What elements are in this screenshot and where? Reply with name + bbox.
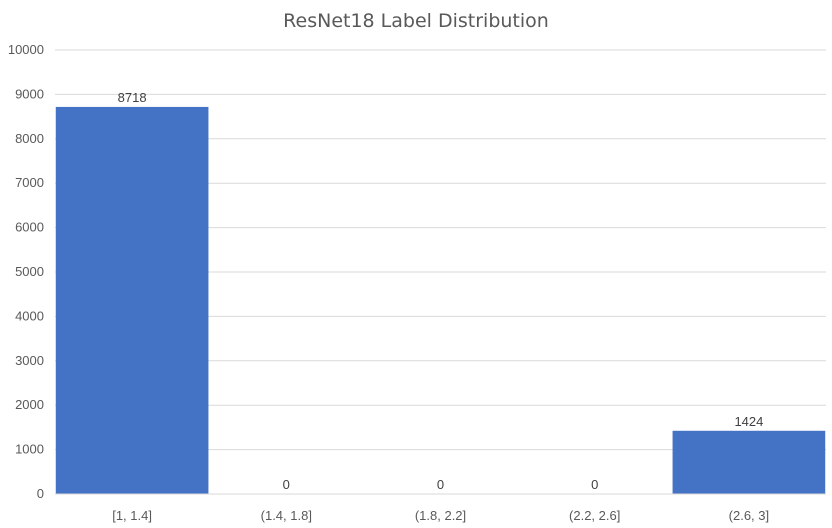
x-tick-label: [1, 1.4] (112, 508, 152, 523)
data-labels: 8718 0 0 0 1424 (118, 90, 764, 492)
bar (55, 106, 209, 494)
x-tick-label: (2.6, 3] (729, 508, 769, 523)
bar (672, 430, 826, 494)
y-tick-label: 6000 (15, 220, 44, 235)
x-axis-ticks: [1, 1.4] (1.4, 1.8] (1.8, 2.2] (2.2, 2.6] (2… (112, 508, 769, 523)
y-tick-label: 5000 (15, 264, 44, 279)
y-tick-label: 1000 (15, 442, 44, 457)
y-tick-label: 4000 (15, 308, 44, 323)
chart-title: ResNet18 Label Distribution (283, 10, 549, 32)
data-label: 0 (437, 477, 444, 492)
y-axis-ticks: 0 1000 2000 3000 4000 5000 6000 7000 8000 9000 100… (8, 42, 44, 501)
y-tick-label: 0 (37, 486, 44, 501)
y-tick-label: 7000 (15, 175, 44, 190)
data-label: 0 (591, 477, 598, 492)
data-label: 1424 (734, 414, 763, 429)
x-tick-label: (1.8, 2.2] (415, 508, 466, 523)
data-label: 0 (283, 477, 290, 492)
y-tick-label: 2000 (15, 397, 44, 412)
bars (55, 106, 826, 494)
y-tick-label: 8000 (15, 131, 44, 146)
y-tick-label: 3000 (15, 353, 44, 368)
y-tick-label: 10000 (8, 42, 44, 57)
x-tick-label: (1.4, 1.8] (261, 508, 312, 523)
y-tick-label: 9000 (15, 86, 44, 101)
x-tick-label: (2.2, 2.6] (569, 508, 620, 523)
data-label: 8718 (118, 90, 147, 105)
